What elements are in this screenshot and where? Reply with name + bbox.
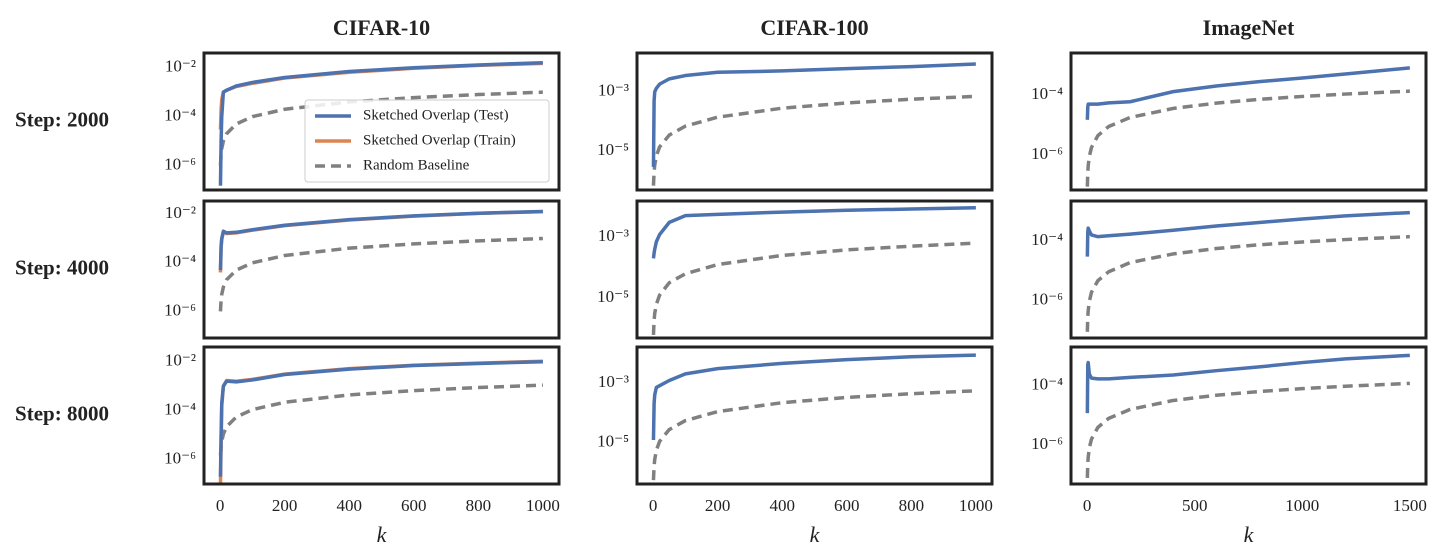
- x-tick-label: 600: [834, 496, 860, 515]
- line: [218, 359, 543, 477]
- x-tick-label: 200: [272, 496, 298, 515]
- row-label: Step: 2000: [15, 107, 109, 131]
- column-title: CIFAR-100: [760, 15, 868, 40]
- line: [218, 359, 543, 484]
- legend-label: Sketched Overlap (Test): [363, 107, 509, 123]
- y-tick-label: 10⁻⁴: [164, 400, 196, 419]
- y-tick-label: 10⁻⁴: [164, 252, 196, 271]
- x-tick-label: 600: [401, 496, 427, 515]
- column-title: CIFAR-10: [333, 15, 430, 40]
- x-tick-label: 1000: [1285, 496, 1319, 515]
- x-axis-label: k: [377, 522, 388, 547]
- y-tick-label: 10⁻⁶: [164, 300, 196, 319]
- x-tick-label: 200: [705, 496, 731, 515]
- line: [1085, 234, 1410, 332]
- y-tick-label: 10⁻⁴: [1031, 84, 1063, 103]
- panel-frame: [1069, 199, 1428, 340]
- x-tick-label: 1000: [959, 496, 993, 515]
- x-axis-label: k: [810, 522, 821, 547]
- x-tick-label: 0: [216, 496, 225, 515]
- y-tick-label: 10⁻⁵: [597, 140, 629, 159]
- line: [651, 94, 976, 186]
- x-tick-label: 400: [769, 496, 795, 515]
- x-tick-label: 1000: [526, 496, 560, 515]
- x-tick-label: 800: [466, 496, 492, 515]
- legend-box: [304, 99, 550, 183]
- line: [1085, 66, 1411, 120]
- plot-area: [651, 353, 976, 481]
- x-tick-label: 0: [649, 496, 658, 515]
- y-tick-label: 10⁻⁶: [1031, 290, 1063, 309]
- row-label: Step: 4000: [15, 255, 109, 279]
- line: [218, 209, 543, 271]
- y-tick-label: 10⁻⁶: [1031, 434, 1063, 453]
- line: [1085, 210, 1410, 257]
- line: [218, 236, 543, 312]
- line: [651, 62, 976, 167]
- column-title: ImageNet: [1203, 15, 1295, 40]
- line: [651, 353, 976, 441]
- panel-frame: [635, 199, 994, 340]
- x-tick-label: 0: [1083, 496, 1092, 515]
- plot-area: [218, 359, 543, 484]
- panel-frame: [202, 51, 561, 192]
- y-tick-label: 10⁻⁵: [597, 287, 629, 306]
- x-tick-label: 800: [899, 496, 925, 515]
- x-tick-label: 1500: [1393, 496, 1427, 515]
- plot-area: [1085, 210, 1410, 332]
- plot-area: [1085, 353, 1410, 478]
- panel-frame: [1069, 51, 1428, 192]
- plot-area: [651, 62, 976, 186]
- plot-area: [651, 206, 976, 336]
- y-tick-label: 10⁻²: [165, 351, 196, 370]
- y-tick-label: 10⁻⁶: [164, 154, 196, 173]
- y-tick-label: 10⁻²: [165, 203, 196, 222]
- y-tick-label: 10⁻⁴: [1031, 230, 1063, 249]
- line: [1085, 89, 1410, 187]
- legend-label: Random Baseline: [363, 157, 470, 173]
- line: [651, 206, 976, 259]
- row-label: Step: 8000: [15, 401, 109, 425]
- panel-frame: [202, 199, 561, 340]
- x-tick-label: 500: [1182, 496, 1208, 515]
- y-tick-label: 10⁻³: [598, 372, 629, 391]
- plot-area: [1085, 66, 1411, 187]
- panel-frame: [1069, 345, 1428, 486]
- line: [651, 389, 976, 481]
- plot-area: [218, 209, 543, 312]
- y-tick-label: 10⁻⁴: [164, 106, 196, 125]
- x-axis-label: k: [1244, 522, 1255, 547]
- panel-frame: [202, 345, 561, 486]
- y-tick-label: 10⁻⁵: [597, 431, 629, 450]
- line: [1085, 353, 1410, 414]
- y-tick-label: 10⁻²: [165, 57, 196, 76]
- legend-label: Sketched Overlap (Train): [363, 132, 516, 148]
- line: [1085, 381, 1410, 478]
- x-tick-label: 400: [336, 496, 362, 515]
- y-tick-label: 10⁻⁴: [1031, 375, 1063, 394]
- line: [651, 241, 976, 336]
- y-tick-label: 10⁻³: [598, 226, 629, 245]
- panel-frame: [635, 345, 994, 486]
- line: [218, 383, 543, 456]
- line: [218, 60, 543, 186]
- panel-frame: [635, 51, 994, 192]
- line: [218, 209, 543, 273]
- y-tick-label: 10⁻⁶: [164, 448, 196, 467]
- y-tick-label: 10⁻³: [598, 81, 629, 100]
- plot-area: [218, 60, 543, 186]
- y-tick-label: 10⁻⁶: [1031, 144, 1063, 163]
